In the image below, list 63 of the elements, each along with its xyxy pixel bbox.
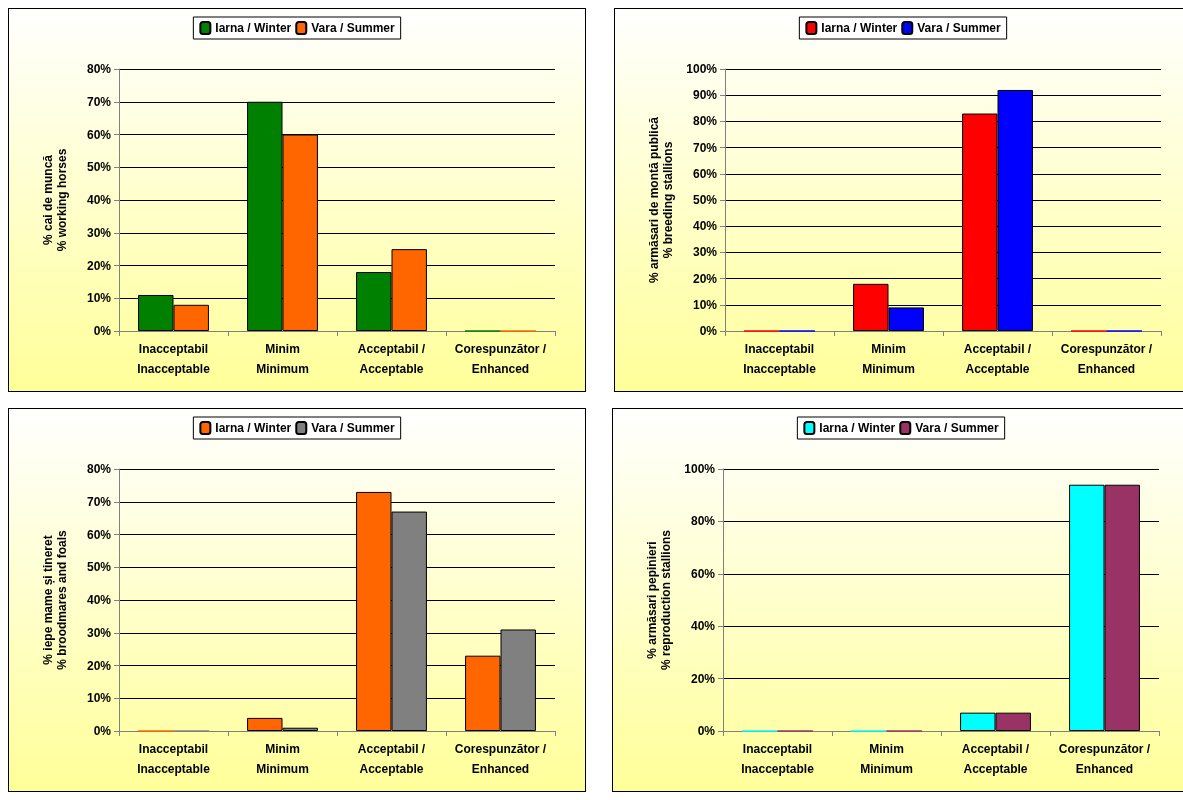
y-tick-label: 20%: [86, 658, 112, 673]
y-tick-label: 70%: [86, 94, 112, 109]
y-tick-label: 10%: [86, 691, 112, 706]
x-tick-label: Corespunzător / Enhanced: [454, 742, 547, 776]
y-tick-label: 10%: [86, 291, 112, 306]
y-tick-label: 80%: [86, 462, 112, 476]
x-tick-label: Inacceptabil Inacceptable: [743, 342, 817, 376]
y-tick-label: 40%: [86, 193, 112, 207]
legend-label: Iarna / Winter: [821, 21, 898, 35]
x-tick-label: Inacceptabil Inacceptable: [741, 742, 815, 776]
x-tick-label: Acceptabil / Acceptable: [963, 342, 1032, 376]
y-tick-label: 0%: [93, 324, 112, 338]
x-tick-label: Minim Minimum: [256, 342, 309, 376]
x-tick-label: Minim Minimum: [862, 342, 915, 376]
y-tick-label: 60%: [690, 566, 716, 581]
legend-label: Iarna / Winter: [819, 421, 896, 435]
x-tick-label: Minim Minimum: [860, 742, 913, 776]
y-tick-label: 30%: [86, 625, 112, 640]
y-tick-label: 100%: [684, 462, 716, 476]
y-tick-label: 20%: [692, 271, 718, 286]
x-tick-label: Inacceptabil Inacceptable: [137, 342, 211, 376]
y-axis-title: % armăsari pepinieri % reproduction stallions: [645, 529, 673, 671]
legend-label: Vara / Summer: [917, 21, 1001, 35]
y-tick-label: 40%: [690, 619, 716, 634]
y-tick-label: 40%: [692, 219, 718, 234]
y-tick-label: 90%: [692, 88, 718, 103]
y-tick-label: 60%: [86, 527, 112, 542]
y-tick-label: 50%: [692, 193, 718, 207]
y-tick-label: 60%: [692, 166, 718, 181]
y-tick-label: 50%: [86, 560, 112, 575]
y-axis-title: % cai de muncă % working horses: [41, 148, 69, 252]
legend-label: Vara / Summer: [915, 421, 999, 435]
y-tick-label: 100%: [686, 62, 718, 76]
y-tick-label: 30%: [692, 245, 718, 260]
y-tick-label: 40%: [86, 593, 112, 607]
x-tick-label: Corespunzător / Enhanced: [1060, 342, 1153, 376]
y-tick-label: 0%: [699, 324, 718, 338]
x-tick-label: Corespunzător / Enhanced: [1058, 742, 1151, 776]
y-tick-label: 80%: [690, 514, 716, 529]
y-tick-label: 50%: [86, 160, 112, 175]
y-tick-label: 80%: [86, 62, 112, 76]
y-tick-label: 20%: [690, 671, 716, 686]
y-tick-label: 0%: [93, 724, 112, 738]
legend-label: Iarna / Winter: [215, 421, 292, 435]
y-tick-label: 30%: [86, 225, 112, 240]
x-tick-label: Minim Minimum: [256, 742, 309, 776]
x-tick-label: Acceptabil / Acceptable: [357, 742, 426, 776]
x-tick-label: Acceptabil / Acceptable: [961, 742, 1030, 776]
y-tick-label: 80%: [692, 114, 718, 129]
y-tick-label: 0%: [697, 724, 716, 738]
x-tick-label: Corespunzător / Enhanced: [454, 342, 547, 376]
x-tick-label: Acceptabil / Acceptable: [357, 342, 426, 376]
y-tick-label: 70%: [86, 494, 112, 509]
y-tick-label: 20%: [86, 258, 112, 273]
legend-label: Vara / Summer: [311, 21, 395, 35]
x-tick-label: Inacceptabil Inacceptable: [137, 742, 211, 776]
y-tick-label: 10%: [692, 297, 718, 312]
y-axis-title: % armăsari de montă publică % breeding stallions: [647, 116, 675, 284]
y-tick-label: 60%: [86, 127, 112, 142]
legend-label: Iarna / Winter: [215, 21, 292, 35]
y-axis-title: % iepe mame și tineret % broodmares and foals: [41, 530, 69, 670]
legend-label: Vara / Summer: [311, 421, 395, 435]
y-tick-label: 70%: [692, 140, 718, 155]
